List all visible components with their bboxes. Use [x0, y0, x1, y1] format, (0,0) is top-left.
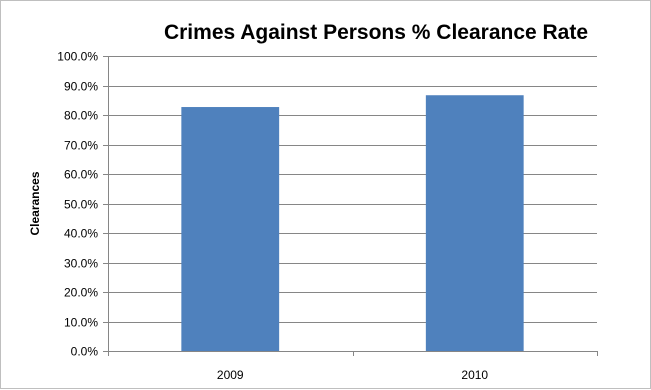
y-tick-label: 90.0%	[64, 80, 98, 94]
chart-title: Crimes Against Persons % Clearance Rate	[163, 21, 589, 44]
y-tick-label: 60.0%	[64, 168, 98, 182]
y-tick-label: 100.0%	[57, 50, 98, 64]
x-tick-labels: 2009 2010	[217, 368, 489, 382]
y-tick-label: 50.0%	[64, 198, 98, 212]
y-tick-labels: 0.0% 10.0% 20.0% 30.0% 40.0% 50.0% 60.0% 70.0% 8…	[57, 50, 98, 359]
y-tick-label: 0.0%	[71, 345, 99, 359]
y-tick-label: 40.0%	[64, 227, 98, 241]
y-tick-label: 30.0%	[64, 257, 98, 271]
x-tick-label: 2009	[217, 368, 244, 382]
bars	[181, 95, 524, 351]
y-tick-label: 20.0%	[64, 286, 98, 300]
y-tick-label: 80.0%	[64, 109, 98, 123]
y-axis-title: Clearances	[28, 171, 42, 235]
y-tick-label: 70.0%	[64, 139, 98, 153]
bar-2009	[181, 107, 280, 351]
axes	[103, 56, 598, 356]
x-tick-label: 2010	[461, 368, 488, 382]
y-tick-label: 10.0%	[64, 316, 98, 330]
bar-2010	[425, 95, 524, 351]
